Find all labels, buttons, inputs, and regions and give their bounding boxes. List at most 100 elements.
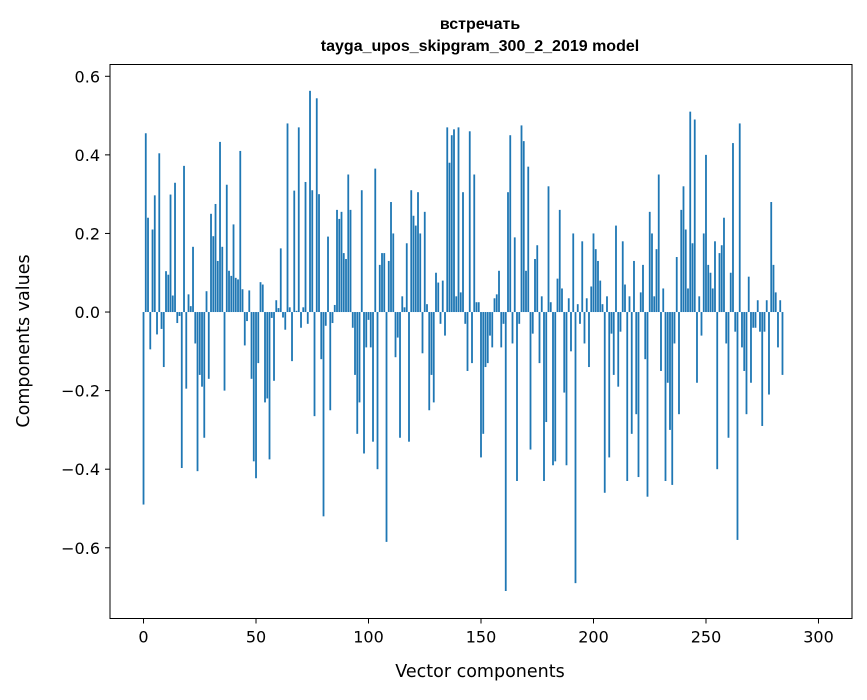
bar-282 <box>777 312 779 348</box>
bar-151 <box>482 312 485 434</box>
bar-205 <box>603 312 606 493</box>
bar-196 <box>583 312 586 344</box>
bar-80 <box>322 312 325 517</box>
bar-45 <box>243 312 246 346</box>
bar-259 <box>725 312 728 344</box>
bar-246 <box>696 312 698 383</box>
bar-133 <box>441 280 444 313</box>
bar-281 <box>774 292 777 313</box>
bar-112 <box>394 312 397 358</box>
bar-125 <box>423 211 426 313</box>
bar-164 <box>511 312 514 344</box>
bar-14 <box>174 182 176 313</box>
bar-182 <box>552 312 554 466</box>
bar-28 <box>205 291 208 313</box>
bar-177 <box>540 296 543 313</box>
bar-208 <box>610 312 613 334</box>
bar-106 <box>381 253 383 313</box>
bar-263 <box>734 312 737 332</box>
bar-147 <box>473 174 476 313</box>
bar-9 <box>162 312 165 368</box>
bar-284 <box>781 312 784 375</box>
bar-175 <box>536 245 539 313</box>
bar-174 <box>534 258 536 313</box>
bar-34 <box>219 141 221 313</box>
bar-59 <box>275 300 278 313</box>
bar-100 <box>367 312 370 320</box>
bar-269 <box>747 276 750 313</box>
bar-44 <box>241 289 244 313</box>
bar-78 <box>318 194 320 313</box>
bar-6 <box>156 312 158 335</box>
bar-274 <box>759 312 761 332</box>
bar-158 <box>498 270 500 313</box>
bar-67 <box>293 190 296 313</box>
bar-214 <box>624 284 626 313</box>
bar-32 <box>214 203 217 313</box>
bar-43 <box>239 150 242 313</box>
bar-143 <box>464 312 467 324</box>
bar-221 <box>639 292 642 313</box>
bar-187 <box>563 312 566 393</box>
bar-249 <box>702 233 705 313</box>
bar-275 <box>761 312 764 426</box>
bar-267 <box>743 312 746 371</box>
bar-98 <box>363 312 365 454</box>
bar-273 <box>756 300 759 313</box>
bar-88 <box>340 211 343 313</box>
bar-199 <box>590 286 593 313</box>
bar-190 <box>570 312 572 352</box>
bar-223 <box>644 312 647 360</box>
bar-86 <box>336 209 338 313</box>
bar-15 <box>176 312 179 324</box>
bar-46 <box>246 312 248 322</box>
bar-206 <box>606 296 608 313</box>
bar-250 <box>705 154 707 313</box>
bar-0 <box>142 312 145 505</box>
bar-195 <box>581 241 584 313</box>
bar-192 <box>574 312 577 584</box>
bar-2 <box>147 217 149 313</box>
bar-148 <box>475 302 478 313</box>
bar-110 <box>390 202 392 313</box>
bar-31 <box>212 236 215 313</box>
bar-163 <box>509 135 512 313</box>
bar-121 <box>414 225 417 313</box>
bar-180 <box>547 186 550 313</box>
bar-252 <box>709 272 712 313</box>
bar-64 <box>286 123 289 313</box>
bar-283 <box>779 300 782 313</box>
bar-111 <box>392 233 395 313</box>
bar-226 <box>651 233 653 313</box>
bar-42 <box>237 279 239 313</box>
y-tick-label-1: −0.4 <box>61 460 100 479</box>
bar-118 <box>408 312 410 442</box>
bar-102 <box>372 312 374 442</box>
bar-79 <box>320 312 323 360</box>
bar-255 <box>716 312 719 470</box>
bar-130 <box>435 272 437 313</box>
bar-60 <box>277 308 280 313</box>
bar-153 <box>486 312 489 364</box>
bar-11 <box>167 274 170 313</box>
bar-138 <box>453 129 455 313</box>
bar-1 <box>144 133 147 313</box>
chart-title: встречать <box>440 16 520 33</box>
y-axis-label: Components values <box>14 254 34 427</box>
bar-21 <box>189 306 192 313</box>
bar-8 <box>160 312 163 329</box>
bar-134 <box>444 312 446 336</box>
bar-271 <box>752 312 755 328</box>
bar-20 <box>187 294 190 313</box>
bar-104 <box>376 312 379 470</box>
bar-116 <box>403 307 406 313</box>
bar-160 <box>502 312 505 324</box>
bar-97 <box>360 190 363 313</box>
bar-99 <box>365 312 368 348</box>
bar-108 <box>385 312 388 542</box>
bar-55 <box>266 312 269 399</box>
bar-154 <box>489 312 491 336</box>
bar-216 <box>628 296 631 313</box>
bar-114 <box>399 312 401 438</box>
bar-200 <box>592 233 595 313</box>
